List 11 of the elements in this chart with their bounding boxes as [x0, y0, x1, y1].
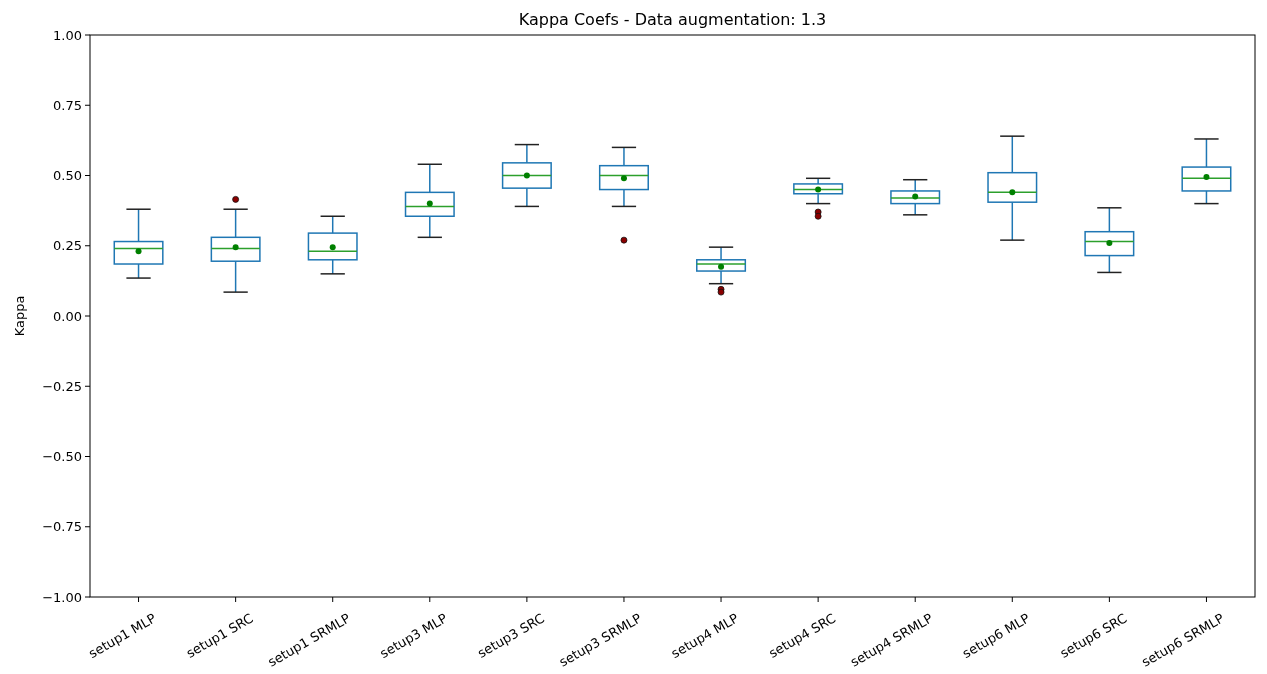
y-tick-label: 0.25 — [53, 238, 82, 254]
y-tick-label: 0.50 — [53, 168, 82, 184]
y-tick-label: −0.50 — [42, 449, 82, 465]
chart-title: Kappa Coefs - Data augmentation: 1.3 — [518, 10, 827, 29]
y-tick-label: −0.25 — [42, 378, 82, 394]
y-tick-label: 0.75 — [53, 97, 82, 113]
y-tick-label: −1.00 — [42, 589, 82, 605]
y-axis-title: Kappa — [12, 295, 27, 337]
y-tick-label: 1.00 — [53, 27, 82, 43]
y-tick-label: 0.00 — [53, 308, 82, 324]
y-tick-label: −0.75 — [42, 519, 82, 535]
